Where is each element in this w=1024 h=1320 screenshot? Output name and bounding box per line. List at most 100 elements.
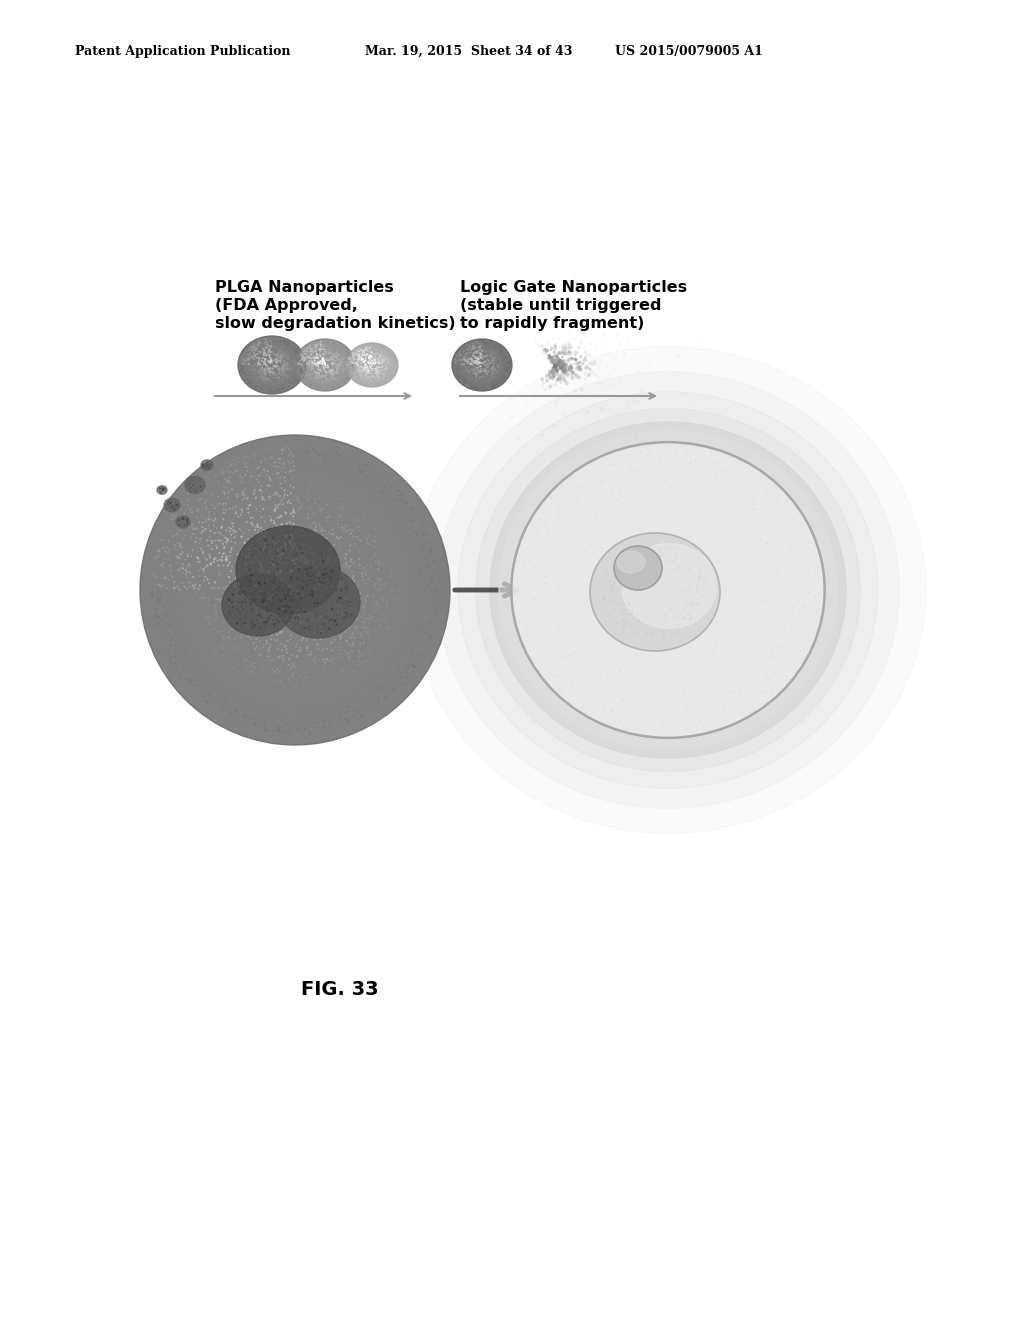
Point xyxy=(470,333,486,354)
Point xyxy=(357,350,374,371)
Point xyxy=(179,568,196,589)
Point xyxy=(784,620,801,642)
Point xyxy=(196,479,212,500)
Point xyxy=(615,512,632,533)
Point xyxy=(591,572,607,593)
Point xyxy=(231,612,248,634)
Point xyxy=(256,709,272,730)
Point xyxy=(157,525,173,546)
Point xyxy=(312,339,329,360)
Point xyxy=(331,358,347,379)
Point xyxy=(727,697,743,718)
Point xyxy=(266,333,283,354)
Point xyxy=(350,461,367,482)
Point xyxy=(256,582,272,603)
Point xyxy=(559,338,575,359)
Point xyxy=(265,585,282,606)
Point xyxy=(220,603,237,624)
Point xyxy=(339,603,355,624)
Point xyxy=(358,356,375,378)
Point xyxy=(493,350,509,371)
Point xyxy=(585,661,601,682)
Point xyxy=(248,616,264,638)
Point xyxy=(463,354,479,375)
Point xyxy=(335,348,351,370)
Point xyxy=(352,582,369,603)
Point xyxy=(628,717,644,738)
Point xyxy=(517,528,534,549)
Point xyxy=(264,362,281,383)
Point xyxy=(698,581,715,602)
Point xyxy=(248,586,264,607)
Point xyxy=(268,352,285,374)
Point xyxy=(221,594,238,615)
Point xyxy=(187,644,204,665)
Point xyxy=(332,352,348,374)
Point xyxy=(540,389,556,411)
Point xyxy=(336,573,352,594)
Point xyxy=(321,577,337,598)
Point xyxy=(537,582,553,603)
Point xyxy=(254,356,270,378)
Point xyxy=(538,573,554,594)
Point xyxy=(672,467,688,488)
Point xyxy=(270,589,287,610)
Point xyxy=(333,632,349,653)
Point xyxy=(623,578,639,599)
Point xyxy=(146,594,163,615)
Point xyxy=(249,339,265,360)
Point xyxy=(233,591,250,612)
Point xyxy=(301,675,317,696)
Point xyxy=(677,717,693,738)
Point xyxy=(797,517,813,539)
Point xyxy=(683,536,699,557)
Point xyxy=(680,496,696,517)
Point xyxy=(287,370,303,391)
Point xyxy=(319,626,336,647)
Point xyxy=(325,356,341,378)
Point xyxy=(175,558,191,579)
Point xyxy=(554,360,570,381)
Point xyxy=(329,579,345,601)
Point xyxy=(550,354,566,375)
Point xyxy=(171,536,187,557)
Point xyxy=(749,471,765,492)
Point xyxy=(737,482,754,503)
Point xyxy=(254,486,270,507)
Point xyxy=(207,610,223,631)
Point xyxy=(568,685,585,706)
Point xyxy=(190,561,207,582)
Point xyxy=(325,359,341,380)
Point xyxy=(607,587,624,609)
Point xyxy=(552,558,568,579)
Point xyxy=(309,376,326,397)
Point xyxy=(294,364,310,385)
Point xyxy=(591,358,607,379)
Point xyxy=(246,442,262,463)
Point xyxy=(285,451,301,473)
Point xyxy=(160,494,176,515)
Point xyxy=(690,706,707,727)
Point xyxy=(343,494,359,515)
Point xyxy=(635,669,651,690)
Point xyxy=(337,640,353,661)
Point xyxy=(302,644,318,665)
Point xyxy=(548,351,564,372)
Point xyxy=(362,342,379,363)
Point xyxy=(507,581,523,602)
Point xyxy=(336,458,352,479)
Point xyxy=(262,589,279,610)
Point xyxy=(392,594,409,615)
Point xyxy=(605,581,622,602)
Point xyxy=(611,622,628,643)
Point xyxy=(343,523,359,544)
Point xyxy=(792,536,808,557)
Point xyxy=(281,333,297,354)
Point xyxy=(615,561,632,582)
Point xyxy=(605,576,622,597)
Point xyxy=(374,341,390,362)
Point xyxy=(684,668,700,689)
Point xyxy=(261,438,278,459)
Point xyxy=(264,352,281,374)
Point xyxy=(161,615,177,636)
